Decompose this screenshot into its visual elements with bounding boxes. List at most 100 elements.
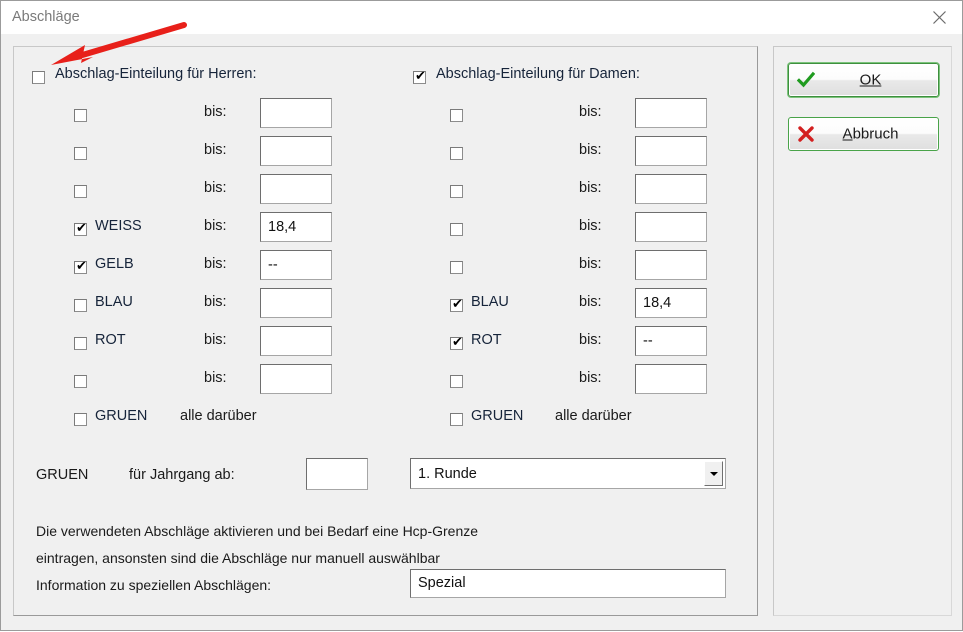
herren-row-3-check-mark xyxy=(76,184,87,197)
close-icon[interactable] xyxy=(916,1,962,33)
herren-row-4-checkbox[interactable]: ✔ xyxy=(74,221,87,236)
damen-row-1-checkbox[interactable] xyxy=(450,109,463,122)
damen-row-6-check-mark: ✔ xyxy=(452,297,463,312)
herren-gruen-label: GRUEN xyxy=(95,408,148,424)
damen-gruen-checkbox[interactable] xyxy=(450,413,463,426)
damen-row-2-check-mark xyxy=(452,146,463,159)
damen-row-2-checkbox[interactable] xyxy=(450,147,463,160)
herren-group-label: Abschlag-Einteilung für Herren: xyxy=(55,66,257,82)
herren-row-2-bis-label: bis: xyxy=(204,142,227,158)
herren-row-7-bis-label: bis: xyxy=(204,332,227,348)
spezial-input[interactable]: Spezial xyxy=(410,569,726,598)
herren-group-checkbox[interactable] xyxy=(32,71,45,84)
cancel-accel-letter: A xyxy=(842,125,853,143)
herren-row-3-checkbox[interactable] xyxy=(74,185,87,198)
settings-panel: Abschlag-Einteilung für Herren: bis: bis… xyxy=(13,46,758,616)
damen-row-6-checkbox[interactable]: ✔ xyxy=(450,297,463,312)
herren-gruen-over-label: alle darüber xyxy=(180,408,257,424)
damen-row-1-input[interactable] xyxy=(635,98,707,128)
damen-group-checkbox[interactable]: ✔ xyxy=(413,69,426,84)
damen-row-7-input[interactable]: -- xyxy=(635,326,707,356)
damen-row-5-input[interactable] xyxy=(635,250,707,280)
herren-row-2-checkbox[interactable] xyxy=(74,147,87,160)
herren-group-check-mark xyxy=(34,70,45,83)
damen-row-5-bis-label: bis: xyxy=(579,256,602,272)
herren-row-1-check-mark xyxy=(76,108,87,121)
damen-row-6-label: BLAU xyxy=(471,294,509,310)
damen-row-6-bis-label: bis: xyxy=(579,294,602,310)
herren-row-5-bis-label: bis: xyxy=(204,256,227,272)
runde-dropdown[interactable]: 1. Runde xyxy=(410,458,726,489)
herren-gruen-checkbox[interactable] xyxy=(74,413,87,426)
herren-row-6-input[interactable] xyxy=(260,288,332,318)
damen-row-8-check-mark xyxy=(452,374,463,387)
jahrgang-year-input[interactable] xyxy=(306,458,368,490)
damen-row-3-input[interactable] xyxy=(635,174,707,204)
damen-row-3-check-mark xyxy=(452,184,463,197)
info-line-1: Die verwendeten Abschläge aktivieren und… xyxy=(36,523,479,539)
jahrgang-text-label: für Jahrgang ab: xyxy=(129,467,235,483)
info-line-2: eintragen, ansonsten sind die Abschläge … xyxy=(36,550,440,566)
herren-row-8-checkbox[interactable] xyxy=(74,375,87,388)
herren-row-4-label: WEISS xyxy=(95,218,142,234)
damen-row-3-bis-label: bis: xyxy=(579,180,602,196)
herren-row-7-label: ROT xyxy=(95,332,126,348)
herren-row-3-input[interactable] xyxy=(260,174,332,204)
action-panel: OK Abbruch xyxy=(773,46,952,616)
herren-row-4-check-mark: ✔ xyxy=(76,221,87,236)
damen-row-1-check-mark xyxy=(452,108,463,121)
herren-row-8-input[interactable] xyxy=(260,364,332,394)
herren-gruen-check-mark xyxy=(76,412,87,425)
damen-group-check-mark: ✔ xyxy=(415,69,426,84)
damen-group-label: Abschlag-Einteilung für Damen: xyxy=(436,66,640,82)
cancel-button[interactable]: Abbruch xyxy=(788,117,939,151)
herren-row-1-input[interactable] xyxy=(260,98,332,128)
damen-row-4-bis-label: bis: xyxy=(579,218,602,234)
damen-row-8-checkbox[interactable] xyxy=(450,375,463,388)
herren-row-5-input[interactable]: -- xyxy=(260,250,332,280)
damen-row-4-check-mark xyxy=(452,222,463,235)
herren-row-8-check-mark xyxy=(76,374,87,387)
ok-button-label: OK xyxy=(789,72,938,89)
damen-gruen-label: GRUEN xyxy=(471,408,524,424)
herren-row-2-input[interactable] xyxy=(260,136,332,166)
spezial-label: Information zu speziellen Abschlägen: xyxy=(36,577,272,593)
damen-row-3-checkbox[interactable] xyxy=(450,185,463,198)
damen-row-5-check-mark xyxy=(452,260,463,273)
herren-row-7-check-mark xyxy=(76,336,87,349)
damen-row-1-bis-label: bis: xyxy=(579,104,602,120)
herren-row-7-checkbox[interactable] xyxy=(74,337,87,350)
herren-row-1-bis-label: bis: xyxy=(204,104,227,120)
damen-row-6-input[interactable]: 18,4 xyxy=(635,288,707,318)
title-bar: Abschläge xyxy=(1,1,962,34)
window-title: Abschläge xyxy=(12,9,80,25)
damen-row-5-checkbox[interactable] xyxy=(450,261,463,274)
herren-row-7-input[interactable] xyxy=(260,326,332,356)
cancel-rest-letters: bbruch xyxy=(852,125,899,143)
chevron-down-icon[interactable] xyxy=(704,461,723,486)
herren-row-8-bis-label: bis: xyxy=(204,370,227,386)
damen-row-8-input[interactable] xyxy=(635,364,707,394)
herren-row-5-checkbox[interactable]: ✔ xyxy=(74,260,87,274)
herren-row-1-checkbox[interactable] xyxy=(74,109,87,122)
herren-row-6-check-mark xyxy=(76,298,87,311)
damen-row-7-checkbox[interactable]: ✔ xyxy=(450,336,463,350)
runde-dropdown-value: 1. Runde xyxy=(418,465,477,482)
ok-accel: OK xyxy=(859,71,882,89)
herren-row-2-check-mark xyxy=(76,146,87,159)
damen-row-7-label: ROT xyxy=(471,332,502,348)
ok-button[interactable]: OK xyxy=(788,63,939,97)
cross-icon xyxy=(797,125,815,143)
damen-row-7-bis-label: bis: xyxy=(579,332,602,348)
damen-row-4-input[interactable] xyxy=(635,212,707,242)
herren-row-6-checkbox[interactable] xyxy=(74,299,87,312)
herren-row-4-input[interactable]: 18,4 xyxy=(260,212,332,242)
herren-row-4-bis-label: bis: xyxy=(204,218,227,234)
check-icon xyxy=(797,71,815,89)
damen-row-2-input[interactable] xyxy=(635,136,707,166)
damen-row-4-checkbox[interactable] xyxy=(450,223,463,236)
jahrgang-color-label: GRUEN xyxy=(36,467,89,483)
herren-row-3-bis-label: bis: xyxy=(204,180,227,196)
herren-row-5-label: GELB xyxy=(95,256,134,272)
